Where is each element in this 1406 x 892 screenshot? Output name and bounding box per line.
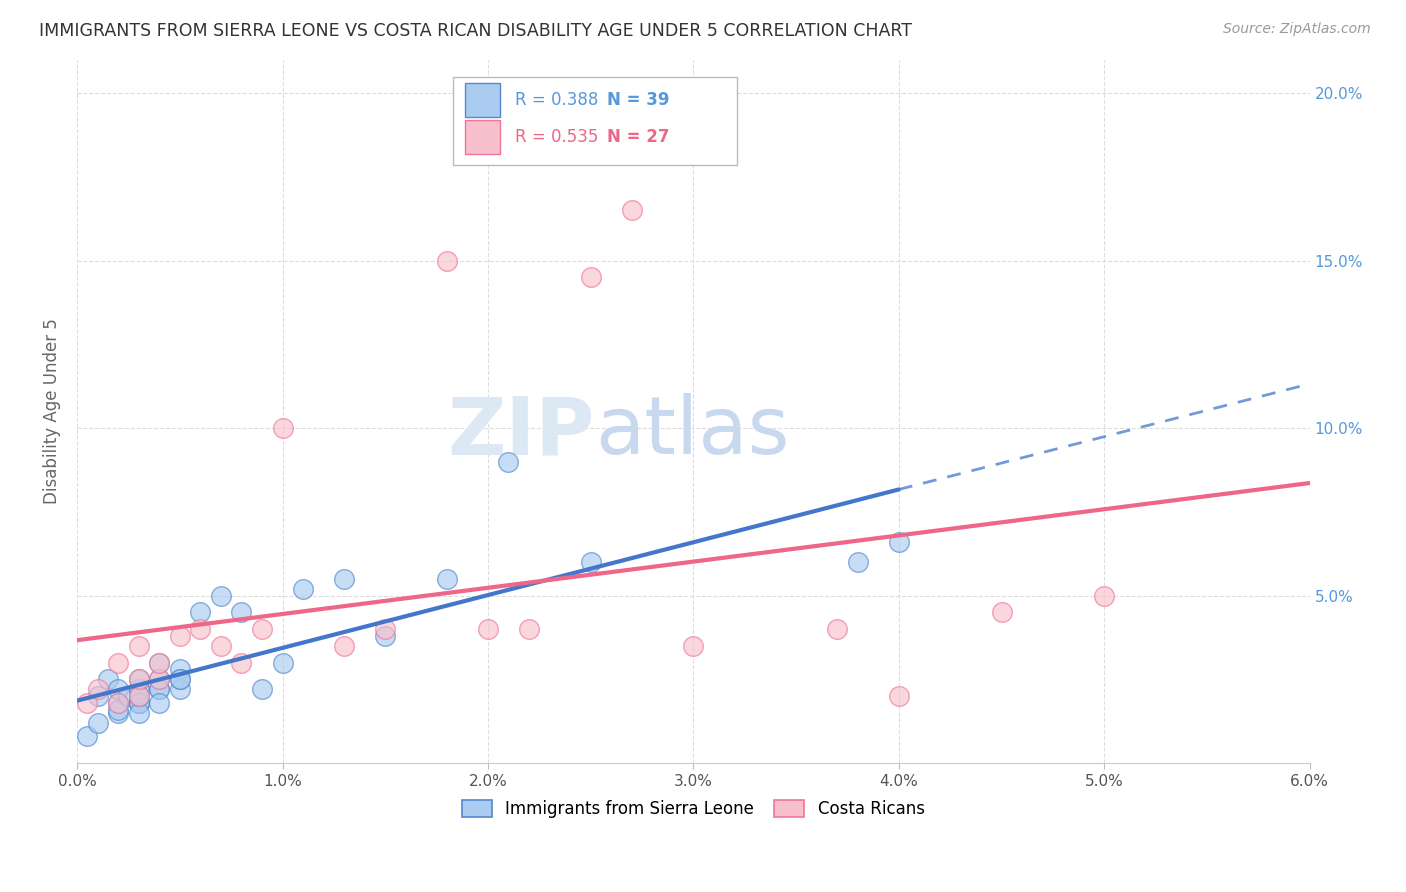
Point [76,729,98,743]
Point [169,673,191,687]
Point [188,622,211,636]
Point [887,689,910,703]
Point [148,673,170,687]
Point [128,696,150,710]
Point [107,706,129,720]
Bar [465,83,501,117]
Point [374,622,396,636]
Point [1092,589,1115,603]
Point [250,622,273,636]
Point [188,606,211,620]
Point [682,639,704,653]
Point [579,555,602,569]
Point [148,673,170,687]
Point [148,682,170,697]
Point [990,606,1012,620]
Point [128,639,150,653]
Text: N = 39: N = 39 [607,91,669,109]
Point [107,656,129,670]
Point [477,622,499,636]
Point [436,572,458,586]
Text: IMMIGRANTS FROM SIERRA LEONE VS COSTA RICAN DISABILITY AGE UNDER 5 CORRELATION C: IMMIGRANTS FROM SIERRA LEONE VS COSTA RI… [39,22,912,40]
Point [846,555,869,569]
Y-axis label: Disability Age Under 5: Disability Age Under 5 [44,318,60,504]
Point [148,656,170,670]
Point [374,629,396,643]
Point [825,622,848,636]
Point [231,656,253,670]
Point [292,582,315,596]
Bar [465,120,501,154]
Point [76,696,98,710]
Point [128,673,150,687]
Point [517,622,540,636]
Point [86,682,108,697]
Point [887,535,910,549]
Point [128,689,150,703]
Text: Source: ZipAtlas.com: Source: ZipAtlas.com [1223,22,1371,37]
Text: ZIP: ZIP [447,393,595,472]
Point [271,656,294,670]
Point [148,656,170,670]
Point [333,639,356,653]
Text: atlas: atlas [595,393,789,472]
Point [209,639,232,653]
Point [107,696,129,710]
Point [620,203,643,218]
Point [128,696,150,710]
Point [579,270,602,285]
Point [436,253,458,268]
Point [97,673,120,687]
Point [128,696,150,710]
Point [169,673,191,687]
Point [148,682,170,697]
Point [209,589,232,603]
Text: R = 0.388: R = 0.388 [515,91,598,109]
Point [86,715,108,730]
Point [271,421,294,435]
Point [169,629,191,643]
Legend: Immigrants from Sierra Leone, Costa Ricans: Immigrants from Sierra Leone, Costa Rica… [456,794,931,825]
Point [333,572,356,586]
Point [86,689,108,703]
Point [107,702,129,716]
FancyBboxPatch shape [453,78,737,165]
Point [128,706,150,720]
Point [117,689,139,703]
Point [231,606,253,620]
Text: R = 0.535: R = 0.535 [515,128,598,146]
Point [128,673,150,687]
Point [128,689,150,703]
Point [107,682,129,697]
Point [169,662,191,676]
Point [498,455,520,469]
Point [128,682,150,697]
Point [250,682,273,697]
Point [107,696,129,710]
Text: N = 27: N = 27 [607,128,669,146]
Point [169,682,191,697]
Point [128,682,150,697]
Point [148,696,170,710]
